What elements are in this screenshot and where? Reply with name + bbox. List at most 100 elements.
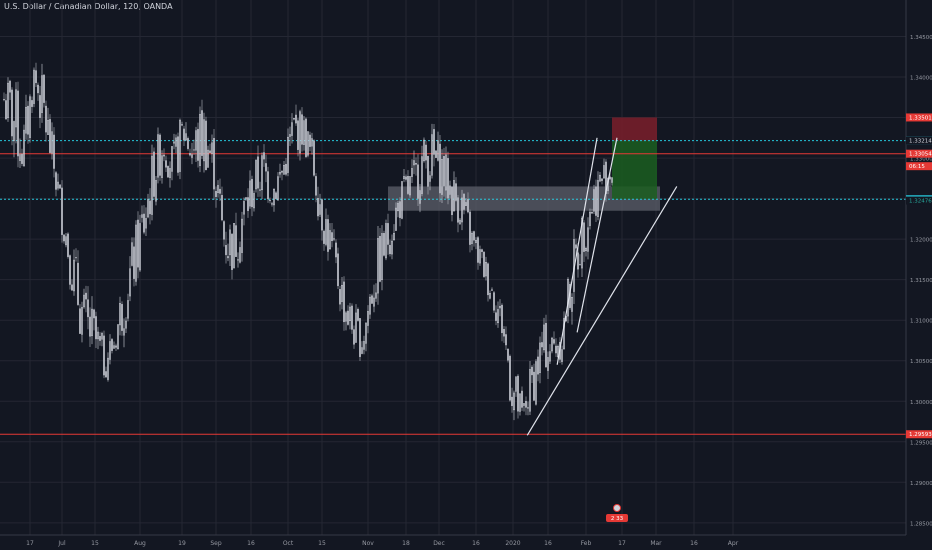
candle-body	[429, 175, 431, 182]
candle-body	[235, 225, 237, 257]
candle-body	[481, 249, 483, 252]
candle-body	[143, 213, 145, 233]
candle-body	[27, 105, 29, 135]
price-label: 1.33214	[909, 139, 932, 145]
candle-body	[397, 203, 399, 212]
candle-body	[443, 156, 445, 187]
candle-body	[77, 262, 79, 305]
drawings[interactable]	[526, 137, 678, 436]
x-tick-label: 15	[91, 540, 99, 547]
candle-body	[515, 376, 517, 392]
candle-body	[229, 229, 231, 256]
candle-body	[317, 197, 319, 217]
event-badge-bg[interactable]	[606, 514, 628, 522]
candle-body	[197, 128, 199, 161]
candle-body	[551, 337, 553, 352]
y-tick-label: 1.33000	[910, 157, 932, 163]
candle-body	[273, 189, 275, 206]
candle-body	[231, 233, 233, 270]
event-badge[interactable]: 2 33	[606, 504, 628, 523]
event-icon[interactable]	[613, 504, 621, 512]
candle-body	[405, 176, 407, 180]
candle-body	[527, 407, 529, 409]
candle-body	[301, 114, 303, 145]
candle-body	[221, 195, 223, 221]
candle-body	[271, 203, 273, 205]
trendline[interactable]	[576, 137, 618, 333]
candle-body	[107, 357, 109, 380]
stop-loss-area	[612, 117, 657, 141]
candle-body	[523, 403, 525, 406]
candle-body	[15, 89, 17, 128]
candle-body	[257, 156, 259, 189]
candle-body	[423, 139, 425, 162]
candle-body	[327, 219, 329, 252]
candle-body	[169, 168, 171, 178]
candle-body	[581, 217, 583, 269]
candle-body	[509, 355, 511, 401]
candle-body	[117, 324, 119, 350]
candle-body	[437, 140, 439, 161]
candle-body	[189, 153, 191, 156]
candle-body	[183, 128, 185, 141]
candle-body	[499, 305, 501, 309]
candle-body	[491, 289, 493, 291]
candle-body	[191, 154, 193, 158]
trendline[interactable]	[526, 186, 678, 436]
candle-body	[237, 259, 239, 261]
candle-body	[611, 177, 613, 183]
candle-body	[45, 105, 47, 133]
x-tick-label: Oct	[283, 540, 294, 547]
candle-body	[577, 252, 579, 270]
candle-body	[95, 316, 97, 340]
candle-body	[35, 70, 37, 84]
candle-body	[435, 150, 437, 158]
candle-body	[85, 292, 87, 300]
candle-body	[165, 160, 167, 168]
x-tick-label: 17	[618, 540, 626, 547]
x-tick-label: Nov	[362, 540, 374, 547]
candle-body	[185, 133, 187, 141]
candle-body	[173, 141, 175, 144]
candle-body	[485, 262, 487, 277]
candle-body	[253, 193, 255, 209]
candle-body	[347, 310, 349, 325]
candle-body	[539, 342, 541, 373]
candle-body	[279, 172, 281, 175]
candle-body	[9, 80, 11, 93]
y-tick-label: 1.34500	[910, 35, 932, 41]
candle-body	[303, 120, 305, 145]
candle-body	[61, 187, 63, 235]
candle-body	[453, 180, 455, 212]
candle-body	[357, 308, 359, 321]
candle-body	[89, 316, 91, 337]
price-axis[interactable]	[906, 0, 932, 550]
candle-body	[11, 89, 13, 137]
candle-body	[41, 75, 43, 113]
candle-body	[339, 289, 341, 305]
candle-body	[589, 211, 591, 226]
price-label-bg	[906, 196, 932, 205]
candle-body	[331, 232, 333, 242]
candle-body	[427, 156, 429, 187]
candle-body	[593, 189, 595, 212]
candle-body	[149, 200, 151, 215]
candle-body	[249, 180, 251, 207]
candle-body	[465, 202, 467, 206]
price-label: 06:15	[909, 164, 925, 170]
candle-body	[479, 249, 481, 264]
price-label-bg	[906, 162, 932, 171]
candle-body	[319, 204, 321, 215]
time-axis[interactable]	[0, 535, 932, 550]
trendline[interactable]	[556, 137, 598, 365]
candle-body	[49, 119, 51, 153]
candle-body	[175, 137, 177, 147]
candle-body	[23, 129, 25, 166]
candle-body	[47, 120, 49, 135]
candle-body	[363, 341, 365, 350]
candle-body	[399, 201, 401, 218]
candle-body	[323, 230, 325, 244]
candle-body	[103, 335, 105, 376]
candle-body	[79, 308, 81, 334]
